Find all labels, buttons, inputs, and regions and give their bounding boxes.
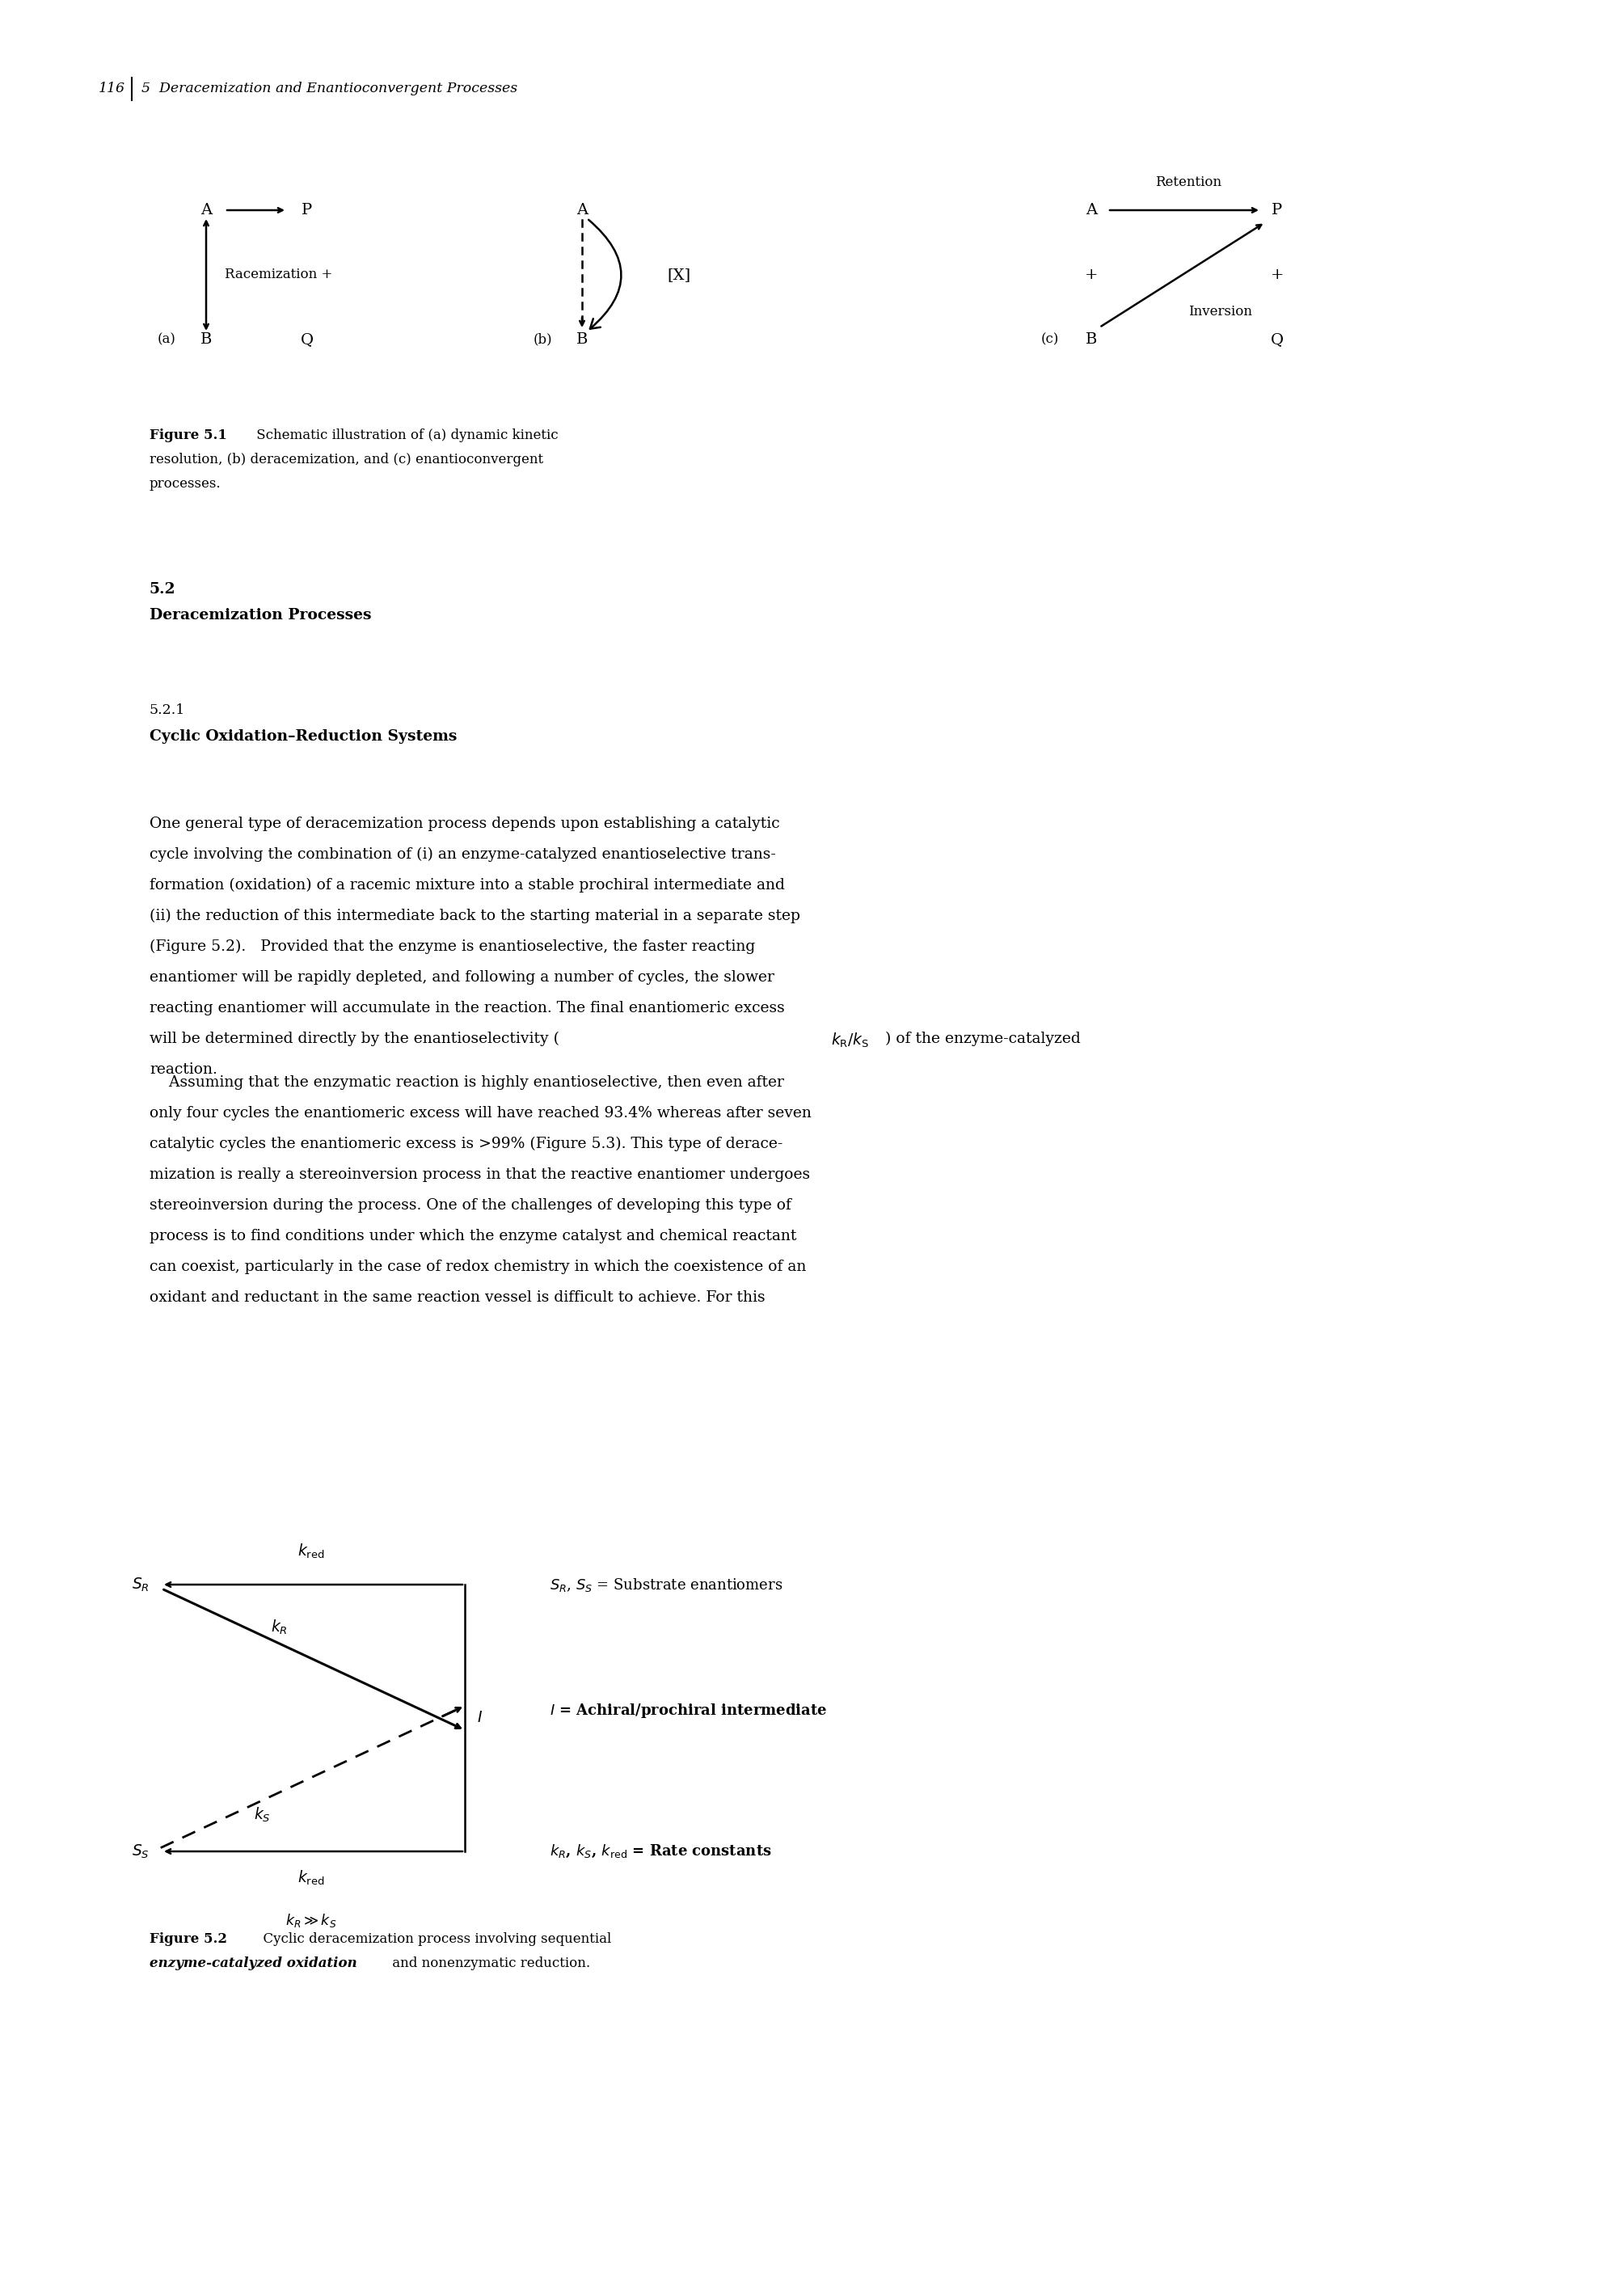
Text: can coexist, particularly in the case of redox chemistry in which the coexistenc: can coexist, particularly in the case of…	[149, 1261, 806, 1274]
Text: processes.: processes.	[149, 477, 221, 490]
Text: (b): (b)	[533, 332, 552, 346]
Text: (c): (c)	[1041, 332, 1059, 346]
Text: (a): (a)	[158, 332, 177, 346]
Text: $k_{\rm R}/k_{\rm S}$: $k_{\rm R}/k_{\rm S}$	[831, 1031, 869, 1050]
Text: B: B	[200, 332, 213, 346]
Text: [X]: [X]	[667, 268, 690, 282]
Text: catalytic cycles the enantiomeric excess is >99% (Figure 5.3). This type of dera: catalytic cycles the enantiomeric excess…	[149, 1137, 783, 1151]
Text: $S_R$: $S_R$	[132, 1577, 149, 1593]
Text: P: P	[1272, 204, 1283, 218]
Text: Racemization +: Racemization +	[224, 268, 333, 282]
Text: $I$: $I$	[477, 1710, 482, 1726]
Text: 5  Deracemization and Enantioconvergent Processes: 5 Deracemization and Enantioconvergent P…	[141, 83, 518, 96]
Text: $S_S$: $S_S$	[132, 1843, 149, 1861]
Text: Deracemization Processes: Deracemization Processes	[149, 607, 372, 623]
Text: One general type of deracemization process depends upon establishing a catalytic: One general type of deracemization proce…	[149, 816, 780, 832]
Text: Retention: Retention	[1155, 174, 1221, 188]
Text: Q: Q	[300, 332, 313, 346]
Text: B: B	[577, 332, 588, 346]
Text: Cyclic Oxidation–Reduction Systems: Cyclic Oxidation–Reduction Systems	[149, 729, 456, 745]
FancyArrowPatch shape	[588, 220, 622, 328]
Text: $k_{\rm red}$: $k_{\rm red}$	[297, 1543, 325, 1561]
Text: Schematic illustration of (a) dynamic kinetic: Schematic illustration of (a) dynamic ki…	[252, 429, 559, 442]
Text: B: B	[1085, 332, 1098, 346]
Text: (ii) the reduction of this intermediate back to the starting material in a separ: (ii) the reduction of this intermediate …	[149, 908, 801, 924]
Text: P: P	[302, 204, 312, 218]
Text: +: +	[1085, 268, 1098, 282]
Text: stereoinversion during the process. One of the challenges of developing this typ: stereoinversion during the process. One …	[149, 1199, 791, 1212]
Text: A: A	[200, 204, 211, 218]
Text: oxidant and reductant in the same reaction vessel is difficult to achieve. For t: oxidant and reductant in the same reacti…	[149, 1290, 765, 1304]
Text: $k_R$$\gg$$k_S$: $k_R$$\gg$$k_S$	[286, 1912, 336, 1930]
Text: resolution, (b) deracemization, and (c) enantioconvergent: resolution, (b) deracemization, and (c) …	[149, 454, 544, 468]
Text: $k_R$: $k_R$	[271, 1618, 287, 1636]
Text: enzyme-catalyzed oxidation: enzyme-catalyzed oxidation	[149, 1957, 357, 1971]
Text: only four cycles the enantiomeric excess will have reached 93.4% whereas after s: only four cycles the enantiomeric excess…	[149, 1107, 812, 1121]
Text: (Figure 5.2).   Provided that the enzyme is enantioselective, the faster reactin: (Figure 5.2). Provided that the enzyme i…	[149, 940, 755, 953]
Text: Q: Q	[1270, 332, 1283, 346]
Text: reacting enantiomer will accumulate in the reaction. The final enantiomeric exce: reacting enantiomer will accumulate in t…	[149, 1002, 784, 1015]
Text: $S_R$, $S_S$ = Substrate enantiomers: $S_R$, $S_S$ = Substrate enantiomers	[549, 1577, 783, 1593]
Text: and nonenzymatic reduction.: and nonenzymatic reduction.	[388, 1957, 590, 1971]
Text: process is to find conditions under which the enzyme catalyst and chemical react: process is to find conditions under whic…	[149, 1229, 796, 1245]
Text: enantiomer will be rapidly depleted, and following a number of cycles, the slowe: enantiomer will be rapidly depleted, and…	[149, 970, 775, 986]
Text: $k_S$: $k_S$	[253, 1806, 270, 1824]
Text: Cyclic deracemization process involving sequential: Cyclic deracemization process involving …	[255, 1932, 611, 1946]
Text: $k_R$, $k_S$, $k_{\rm red}$ = Rate constants: $k_R$, $k_S$, $k_{\rm red}$ = Rate const…	[549, 1843, 771, 1859]
Text: 5.2.1: 5.2.1	[149, 704, 185, 717]
Text: cycle involving the combination of (i) an enzyme-catalyzed enantioselective tran: cycle involving the combination of (i) a…	[149, 848, 776, 862]
Text: 116: 116	[99, 83, 125, 96]
Text: $k_{\rm red}$: $k_{\rm red}$	[297, 1870, 325, 1886]
Text: ) of the enzyme-catalyzed: ) of the enzyme-catalyzed	[885, 1031, 1080, 1047]
Text: Assuming that the enzymatic reaction is highly enantioselective, then even after: Assuming that the enzymatic reaction is …	[149, 1075, 784, 1089]
Text: formation (oxidation) of a racemic mixture into a stable prochiral intermediate : formation (oxidation) of a racemic mixtu…	[149, 878, 784, 894]
Text: A: A	[1085, 204, 1096, 218]
Text: Figure 5.1: Figure 5.1	[149, 429, 227, 442]
Text: reaction.: reaction.	[149, 1061, 218, 1077]
Text: A: A	[577, 204, 588, 218]
Text: Inversion: Inversion	[1189, 305, 1252, 319]
Text: $I$ = Achiral/prochiral intermediate: $I$ = Achiral/prochiral intermediate	[549, 1703, 827, 1719]
Text: will be determined directly by the enantioselectivity (: will be determined directly by the enant…	[149, 1031, 559, 1047]
Text: Figure 5.2: Figure 5.2	[149, 1932, 227, 1946]
Text: +: +	[1270, 268, 1285, 282]
Text: mization is really a stereoinversion process in that the reactive enantiomer und: mization is really a stereoinversion pro…	[149, 1167, 810, 1183]
Text: 5.2: 5.2	[149, 582, 175, 596]
